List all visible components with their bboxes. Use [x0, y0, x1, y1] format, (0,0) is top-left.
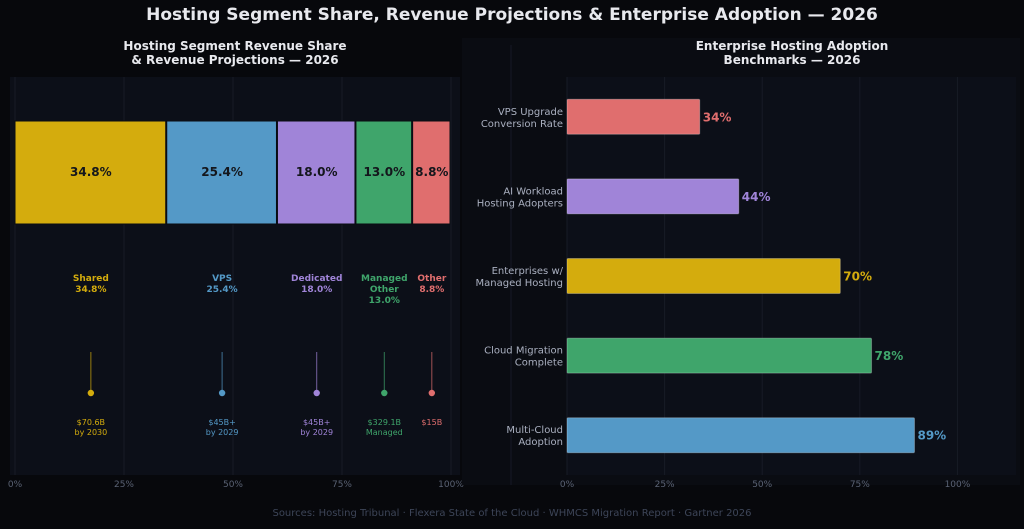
x-tick-label: 25%: [114, 480, 134, 490]
segment-name-label: VPS: [212, 274, 232, 284]
projection-label: by 2029: [300, 428, 333, 437]
adoption-value-label: 78%: [875, 349, 904, 363]
adoption-bar: [566, 417, 915, 454]
adoption-bar: [566, 178, 740, 215]
y-category-label: Conversion Rate: [481, 119, 563, 130]
adoption-value-label: 70%: [843, 270, 872, 284]
projection-label: by 2029: [206, 428, 239, 437]
x-tick-label: 50%: [752, 480, 772, 490]
x-tick-label: 100%: [438, 480, 464, 490]
x-tick-label: 50%: [223, 480, 243, 490]
adoption-value-label: 44%: [742, 190, 771, 204]
x-tick-label: 0%: [8, 480, 23, 490]
projection-label: by 2030: [75, 428, 108, 437]
segment-value-label: 25.4%: [201, 165, 243, 179]
projection-label: $45B+: [303, 418, 330, 427]
figure-title: Hosting Segment Share, Revenue Projectio…: [146, 5, 878, 25]
x-tick-label: 75%: [332, 480, 352, 490]
projection-label: $15B: [421, 418, 442, 427]
segment-share-label: 18.0%: [301, 285, 332, 295]
projection-label: $70.6B: [77, 418, 105, 427]
y-category-label: Adoption: [518, 437, 563, 448]
projection-marker: [218, 389, 226, 397]
segment-share-chart: Hosting Segment Revenue Share& Revenue P…: [8, 39, 464, 490]
y-category-label: Multi-Cloud: [506, 425, 563, 436]
segment-share-label: 13.0%: [369, 296, 400, 306]
segment-bar-vps: [166, 120, 277, 225]
chart-title: Benchmarks — 2026: [724, 53, 861, 67]
segment-name-label: Shared: [73, 274, 109, 284]
adoption-value-label: 34%: [703, 110, 732, 124]
segment-bar-dedicated: [276, 120, 356, 225]
segment-value-label: 34.8%: [70, 165, 112, 179]
segment-bar-other: [412, 120, 451, 225]
segment-name-label: Other: [370, 285, 399, 295]
segment-share-label: 34.8%: [75, 285, 106, 295]
segment-bar-shared: [14, 120, 167, 225]
chart-title: & Revenue Projections — 2026: [131, 53, 338, 67]
projection-label: $329.1B: [368, 418, 401, 427]
projection-marker: [87, 389, 95, 397]
segment-value-label: 18.0%: [296, 165, 338, 179]
segment-name-label: Dedicated: [291, 274, 342, 284]
y-category-label: VPS Upgrade: [498, 107, 563, 118]
x-tick-label: 0%: [560, 480, 575, 490]
segment-value-label: 8.8%: [415, 165, 448, 179]
segment-value-label: 13.0%: [363, 165, 405, 179]
x-tick-label: 100%: [945, 480, 971, 490]
projection-marker: [428, 389, 436, 397]
chart-title: Hosting Segment Revenue Share: [123, 39, 346, 53]
projection-marker: [313, 389, 320, 397]
x-tick-label: 75%: [850, 480, 870, 490]
x-tick-label: 25%: [655, 480, 675, 490]
y-category-label: Cloud Migration: [484, 346, 563, 357]
y-category-label: Managed Hosting: [476, 278, 563, 289]
y-category-label: AI Workload: [503, 186, 563, 197]
projection-label: $45B+: [208, 418, 235, 427]
adoption-bar: [566, 258, 841, 294]
segment-name-label: Other: [417, 274, 446, 284]
chart-title: Enterprise Hosting Adoption: [696, 39, 889, 53]
segment-name-label: Managed: [361, 274, 408, 284]
adoption-bar: [566, 337, 873, 374]
figure-footer: Sources: Hosting Tribunal · Flexera Stat…: [272, 508, 751, 519]
segment-bar-managed-other: [355, 120, 413, 225]
y-category-label: Complete: [515, 358, 563, 369]
y-category-label: Enterprises w/: [492, 266, 564, 277]
segment-share-label: 25.4%: [206, 285, 237, 295]
projection-marker: [381, 389, 388, 397]
projection-label: Managed: [366, 428, 403, 437]
y-category-label: Hosting Adopters: [477, 198, 563, 209]
adoption-value-label: 89%: [917, 429, 946, 443]
adoption-bar: [566, 98, 701, 135]
segment-share-label: 8.8%: [419, 285, 444, 295]
